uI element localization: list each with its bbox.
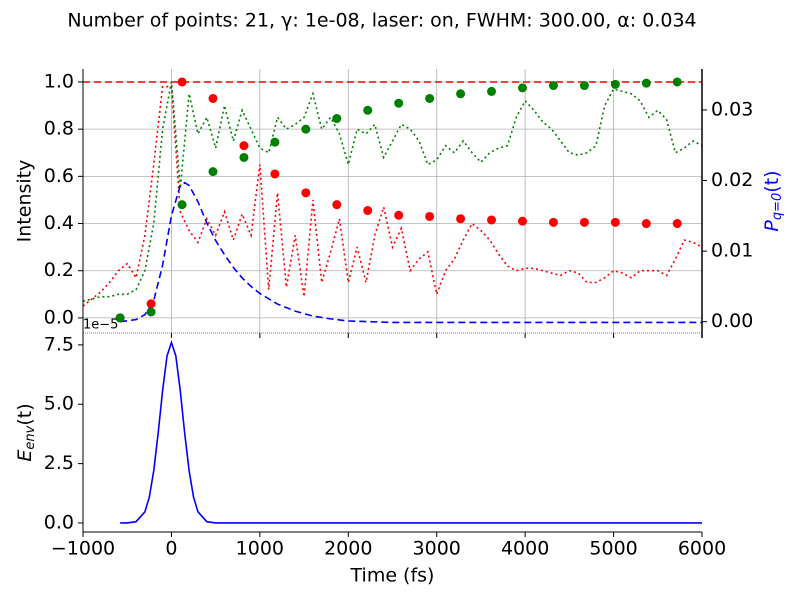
offset-label: 1e−5: [83, 318, 118, 333]
data-point: [610, 217, 620, 227]
label-base: P: [761, 220, 783, 232]
data-point: [239, 141, 249, 151]
y-tick-label: 0.0: [44, 511, 74, 533]
y-tick-label: 0.0: [44, 306, 74, 328]
data-point: [579, 81, 589, 91]
data-point: [579, 217, 589, 227]
label-sub: q=0: [770, 193, 785, 220]
data-point: [456, 214, 466, 224]
data-point: [270, 169, 280, 179]
x-tick-label: 3000: [413, 538, 461, 560]
data-point: [394, 98, 404, 108]
y-tick-label: 7.5: [44, 333, 74, 355]
x-tick-label: −1000: [51, 538, 115, 560]
data-point: [177, 77, 187, 87]
data-point: [146, 299, 156, 309]
label-rest: (t): [14, 403, 36, 425]
x-tick-label: 6000: [678, 538, 726, 560]
y-tick-label: 2.5: [44, 452, 74, 474]
data-point: [425, 93, 435, 103]
x-tick-label: 2000: [324, 538, 372, 560]
axis-label: Pq=0(t): [761, 170, 785, 231]
y-tick-label: 0.6: [44, 165, 74, 187]
data-point: [115, 313, 125, 323]
y2-tick-label: 0.00: [711, 310, 753, 332]
y-tick-label: 0.8: [44, 118, 74, 140]
data-point: [641, 219, 651, 229]
label-base: E: [14, 450, 36, 462]
data-point: [672, 77, 682, 87]
data-point: [548, 217, 558, 227]
y2-tick-label: 0.03: [711, 98, 753, 120]
x-tick-label: 5000: [589, 538, 637, 560]
data-point: [301, 124, 311, 134]
data-point: [208, 167, 218, 177]
axis-label: Intensity: [14, 160, 36, 243]
data-point: [425, 211, 435, 221]
label-rest: (t): [761, 170, 783, 192]
data-point: [146, 307, 156, 317]
data-point: [456, 89, 466, 99]
axis-label: Eenv(t): [14, 403, 38, 461]
y-tick-label: 0.4: [44, 212, 74, 234]
data-point: [487, 86, 497, 96]
data-line: [83, 81, 702, 303]
data-point: [610, 79, 620, 89]
data-point: [672, 219, 682, 229]
data-point: [301, 188, 311, 198]
data-point: [641, 78, 651, 88]
y2-tick-label: 0.01: [711, 240, 753, 262]
data-point: [239, 152, 249, 162]
data-point: [394, 210, 404, 220]
y2-tick-label: 0.02: [711, 169, 753, 191]
data-point: [487, 215, 497, 225]
data-point: [517, 83, 527, 93]
data-point: [270, 137, 280, 147]
data-point: [332, 114, 342, 124]
axis-label: Time (fs): [350, 565, 435, 587]
data-line: [120, 339, 702, 524]
data-point: [177, 200, 187, 210]
chart-title: Number of points: 21, γ: 1e-08, laser: o…: [67, 10, 696, 32]
data-point: [363, 105, 373, 115]
x-tick-label: 1000: [236, 538, 284, 560]
data-line: [120, 181, 702, 324]
x-tick-label: 0: [165, 538, 177, 560]
data-point: [363, 206, 373, 216]
label-sub: env: [23, 425, 38, 449]
data-point: [332, 200, 342, 210]
x-tick-label: 4000: [501, 538, 549, 560]
y-tick-label: 0.2: [44, 259, 74, 281]
data-point: [548, 81, 558, 91]
y-tick-label: 1.0: [44, 70, 74, 92]
data-point: [517, 216, 527, 226]
y-tick-label: 5.0: [44, 393, 74, 415]
data-line: [83, 85, 702, 307]
data-point: [208, 93, 218, 103]
